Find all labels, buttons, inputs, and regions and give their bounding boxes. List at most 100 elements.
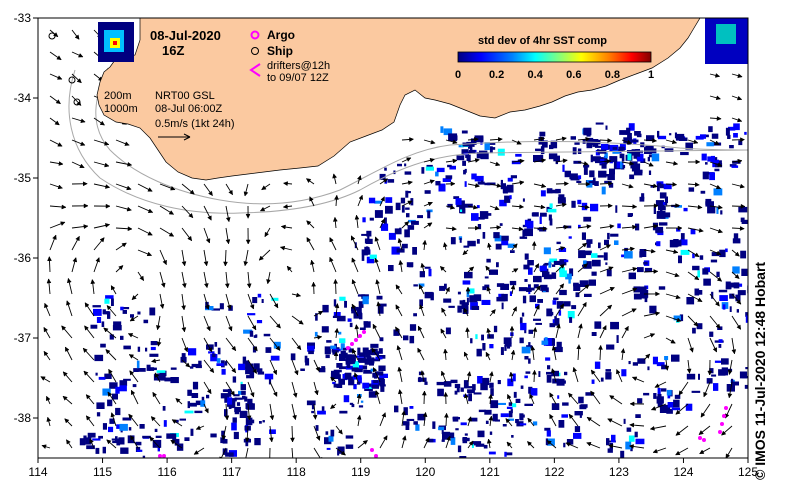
current-arrow	[225, 315, 233, 332]
current-arrow	[686, 359, 692, 374]
sst-cell	[691, 390, 701, 393]
sst-cell	[600, 377, 604, 382]
sst-cell	[568, 278, 571, 284]
sst-cell	[339, 366, 347, 370]
current-arrow	[335, 447, 346, 456]
sst-cell	[544, 427, 551, 431]
sst-cell	[566, 439, 574, 445]
sst-cell	[733, 233, 739, 240]
sst-cell	[606, 269, 612, 277]
sst-cell	[609, 156, 618, 163]
current-arrow	[609, 395, 623, 405]
x-tick-label: 116	[158, 465, 177, 479]
current-arrow	[532, 326, 538, 339]
current-arrow	[731, 117, 743, 123]
current-arrow	[621, 204, 638, 209]
sst-cell	[546, 188, 553, 194]
current-arrow	[709, 204, 723, 210]
current-arrow	[511, 180, 525, 186]
sst-cell	[333, 299, 337, 307]
sst-cell	[300, 368, 305, 371]
current-arrow	[203, 403, 209, 414]
current-arrow	[128, 413, 139, 427]
sst-cell	[408, 263, 413, 268]
sst-cell	[210, 354, 218, 362]
current-arrow	[465, 286, 471, 294]
current-arrow	[49, 73, 63, 80]
sst-cell	[430, 292, 434, 301]
current-arrow	[49, 234, 57, 251]
current-arrow	[422, 411, 428, 427]
sst-cell	[109, 334, 114, 340]
sst-cell	[192, 381, 199, 390]
current-arrow	[445, 226, 457, 232]
current-arrow	[170, 439, 183, 449]
sst-cell	[648, 154, 653, 158]
sst-cell	[500, 347, 504, 355]
sst-cell	[624, 251, 633, 259]
sst-cell	[498, 293, 504, 298]
sst-cell	[556, 301, 564, 309]
sst-cell	[456, 155, 465, 161]
sst-cell	[533, 284, 539, 289]
sst-cell	[445, 327, 451, 335]
sst-cell	[462, 160, 466, 166]
sst-cell	[571, 200, 576, 208]
sst-cell	[728, 126, 736, 131]
sst-cell	[739, 371, 748, 379]
drifter-marker	[358, 334, 362, 338]
sst-cell	[123, 378, 131, 381]
sst-cell	[522, 198, 525, 202]
sst-cell	[468, 146, 472, 149]
sst-cell	[554, 316, 557, 320]
sst-cell	[705, 162, 708, 165]
sst-cell	[610, 321, 619, 330]
sst-cell	[105, 295, 114, 299]
current-arrow	[727, 359, 733, 376]
sst-cell	[118, 437, 125, 445]
current-arrow	[463, 307, 469, 317]
current-arrow	[485, 351, 491, 361]
current-arrow	[423, 222, 433, 229]
sst-cell	[435, 181, 441, 186]
sst-cell	[439, 285, 445, 291]
current-arrow	[85, 394, 95, 405]
sst-cell	[115, 407, 121, 416]
sst-cell	[499, 199, 507, 207]
sst-cell	[540, 190, 546, 197]
current-arrow	[175, 398, 183, 405]
sst-cell	[474, 175, 484, 182]
current-arrow	[203, 359, 215, 374]
current-arrow	[181, 359, 191, 368]
sst-cell	[330, 373, 334, 380]
sst-cell	[745, 315, 748, 323]
sst-cell	[488, 142, 496, 145]
current-arrow	[130, 435, 139, 449]
current-arrow	[731, 158, 743, 164]
sst-cell	[148, 367, 157, 371]
current-arrow	[269, 293, 279, 309]
current-arrow	[357, 194, 363, 207]
current-arrow	[568, 413, 579, 427]
sst-cell	[705, 201, 709, 205]
sst-cell	[503, 337, 512, 345]
sst-cell	[474, 135, 484, 143]
sst-cell	[635, 414, 641, 418]
sst-cell	[149, 307, 156, 316]
current-arrow	[130, 389, 139, 405]
sst-cell	[556, 241, 561, 245]
current-arrow	[607, 418, 623, 427]
sst-cell	[710, 155, 715, 163]
sst-cell	[261, 299, 264, 303]
drifter-marker	[362, 330, 366, 334]
sst-cell	[220, 393, 230, 399]
current-arrow	[332, 216, 338, 229]
sst-cell	[729, 306, 732, 312]
sst-cell	[598, 242, 601, 249]
sst-cell	[711, 374, 717, 377]
current-arrow	[71, 181, 88, 187]
current-arrow	[106, 439, 117, 449]
sst-cell	[546, 371, 554, 375]
sst-cell	[449, 165, 456, 170]
sst-cell	[607, 174, 615, 181]
